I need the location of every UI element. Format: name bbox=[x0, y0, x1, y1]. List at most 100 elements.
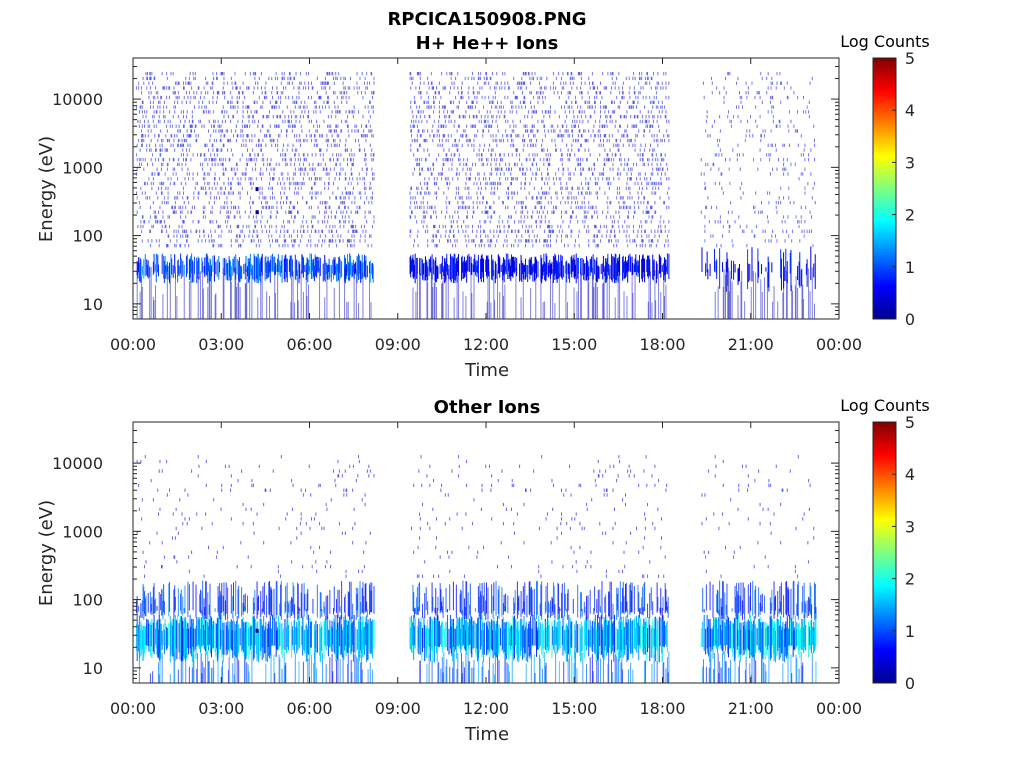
heat-cell bbox=[251, 186, 253, 190]
heat-cell bbox=[416, 271, 418, 319]
heat-cell bbox=[343, 220, 345, 224]
heat-cell bbox=[634, 268, 636, 319]
heat-cell bbox=[316, 243, 318, 248]
heat-cell bbox=[480, 234, 482, 238]
heat-cell bbox=[499, 215, 501, 219]
heat-cell bbox=[629, 177, 631, 181]
heat-cell bbox=[364, 210, 366, 214]
heat-cell bbox=[236, 234, 238, 238]
heat-cell bbox=[649, 205, 651, 210]
heat-cell bbox=[255, 110, 257, 114]
heat-cell bbox=[481, 86, 483, 90]
heat-cell bbox=[336, 143, 338, 147]
heat-cell bbox=[537, 129, 539, 133]
heat-cell bbox=[254, 100, 256, 104]
heat-cell bbox=[739, 167, 741, 171]
heat-cell bbox=[335, 172, 337, 176]
heat-cell bbox=[250, 239, 252, 243]
heat-cell bbox=[227, 191, 229, 195]
heat-cell bbox=[661, 167, 663, 171]
heat-cell bbox=[706, 114, 708, 119]
heat-cell bbox=[230, 76, 232, 81]
heat-cell bbox=[138, 124, 140, 128]
heat-cell bbox=[727, 71, 729, 76]
heat-cell bbox=[277, 239, 279, 243]
heat-cell bbox=[547, 157, 549, 162]
heat-cell bbox=[606, 258, 608, 280]
heat-cell bbox=[271, 95, 273, 100]
heat-cell bbox=[155, 253, 157, 283]
heat-cell bbox=[730, 119, 732, 124]
heat-cell bbox=[285, 153, 287, 157]
heat-cell bbox=[563, 265, 565, 278]
heat-cell bbox=[627, 134, 629, 138]
heat-cell bbox=[633, 210, 635, 214]
heat-cell bbox=[183, 95, 185, 100]
heat-cell bbox=[262, 196, 264, 200]
heat-cell bbox=[494, 157, 496, 162]
heat-cell bbox=[364, 239, 366, 243]
heat-cell bbox=[419, 172, 421, 176]
heat-cell bbox=[507, 229, 509, 233]
heat-cell bbox=[331, 110, 333, 114]
heat-cell bbox=[665, 239, 667, 243]
heat-cell bbox=[174, 254, 176, 274]
heat-cell bbox=[166, 243, 168, 248]
heat-cell bbox=[623, 134, 625, 138]
heat-cell bbox=[326, 134, 328, 138]
heat-cell bbox=[146, 110, 148, 114]
heat-cell bbox=[571, 229, 573, 233]
heat-cell bbox=[190, 81, 192, 85]
heat-cell bbox=[667, 239, 669, 243]
heat-cell bbox=[302, 255, 304, 274]
heat-cell bbox=[167, 196, 169, 200]
heat-cell bbox=[349, 110, 351, 114]
heat-cell bbox=[527, 143, 529, 147]
heat-cell bbox=[260, 167, 262, 171]
heat-cell bbox=[209, 220, 211, 224]
heat-cell bbox=[144, 253, 146, 277]
heat-cell bbox=[233, 259, 235, 272]
heat-cell bbox=[582, 119, 584, 124]
heat-cell bbox=[271, 239, 273, 243]
heat-cell bbox=[324, 210, 326, 214]
heat-cell bbox=[631, 196, 633, 200]
heat-cell bbox=[573, 254, 575, 278]
heat-cell bbox=[477, 205, 479, 210]
heat-cell bbox=[555, 76, 557, 81]
heat-cell bbox=[344, 186, 346, 190]
heat-cell bbox=[173, 105, 175, 109]
heat-cell bbox=[294, 239, 296, 243]
heat-cell bbox=[201, 257, 203, 274]
heat-cell bbox=[544, 263, 546, 282]
heat-cell bbox=[189, 143, 191, 147]
heat-cell bbox=[157, 220, 159, 224]
heat-cell bbox=[330, 143, 332, 147]
heat-cell bbox=[575, 205, 577, 210]
heat-cell bbox=[227, 138, 229, 143]
heat-cell bbox=[545, 177, 547, 181]
heat-cell bbox=[561, 229, 563, 233]
heat-cell bbox=[358, 191, 360, 195]
heat-cell bbox=[264, 224, 266, 229]
heat-cell bbox=[253, 253, 255, 281]
heat-cell bbox=[427, 200, 429, 205]
heat-cell bbox=[306, 138, 308, 143]
heat-cell bbox=[666, 162, 668, 167]
heat-cell bbox=[370, 71, 372, 76]
heat-cell bbox=[507, 134, 509, 138]
heat-cell bbox=[185, 76, 187, 81]
heat-cell bbox=[258, 243, 260, 248]
heat-cell bbox=[644, 172, 646, 176]
heat-cell bbox=[435, 95, 437, 100]
heat-cell bbox=[255, 243, 257, 248]
heat-cell bbox=[651, 191, 653, 195]
heat-cell bbox=[550, 196, 552, 200]
heat-cell bbox=[588, 191, 590, 195]
heat-cell bbox=[169, 157, 171, 162]
heat-cell bbox=[222, 267, 224, 319]
heat-cell bbox=[544, 239, 546, 243]
heat-cell bbox=[139, 291, 141, 319]
heat-cell bbox=[524, 215, 526, 219]
heat-cell bbox=[594, 134, 596, 138]
